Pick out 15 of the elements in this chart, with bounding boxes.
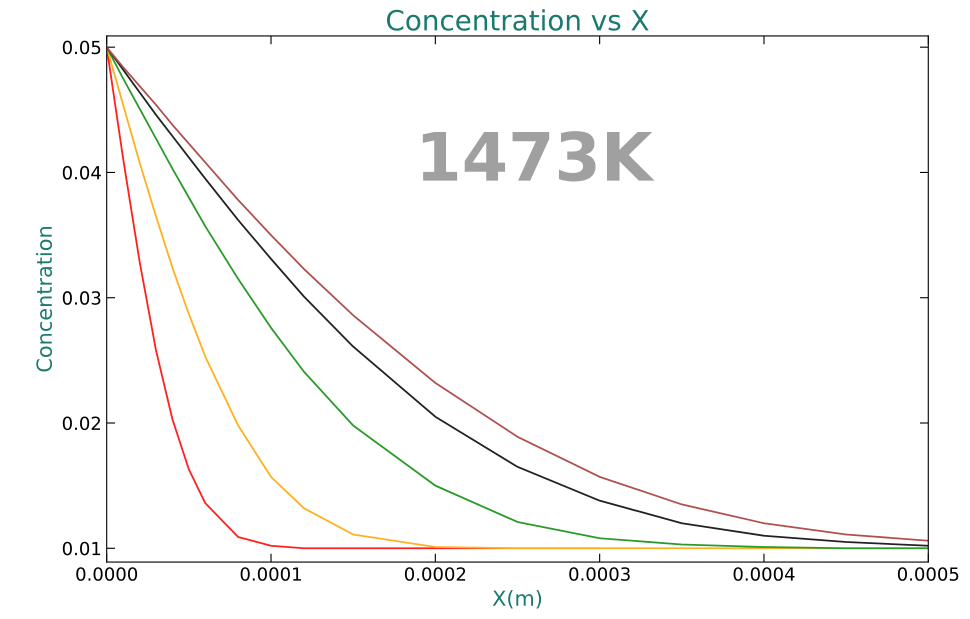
chart-title: Concentration vs X (387, 9, 649, 31)
y-axis-title: Concentration (36, 227, 52, 372)
y-tick-label: 0.04 (62, 166, 101, 180)
annotation: 1473K (422, 131, 655, 182)
y-tick-label: 0.01 (62, 542, 100, 556)
x-tick-label: 0.0005 (898, 567, 958, 581)
y-tick-label: 0.03 (62, 291, 100, 305)
y-tick-label: 0.05 (62, 40, 100, 54)
y-tick-label: 0.02 (62, 416, 100, 430)
x-tick-label: 0.0000 (76, 567, 138, 581)
x-tick-label: 0.0002 (404, 567, 466, 581)
x-tick-label: 0.0003 (569, 567, 630, 581)
x-axis-title: X(m) (492, 590, 542, 609)
x-tick-label: 0.0004 (734, 567, 795, 581)
x-tick-label: 0.0001 (240, 567, 301, 581)
